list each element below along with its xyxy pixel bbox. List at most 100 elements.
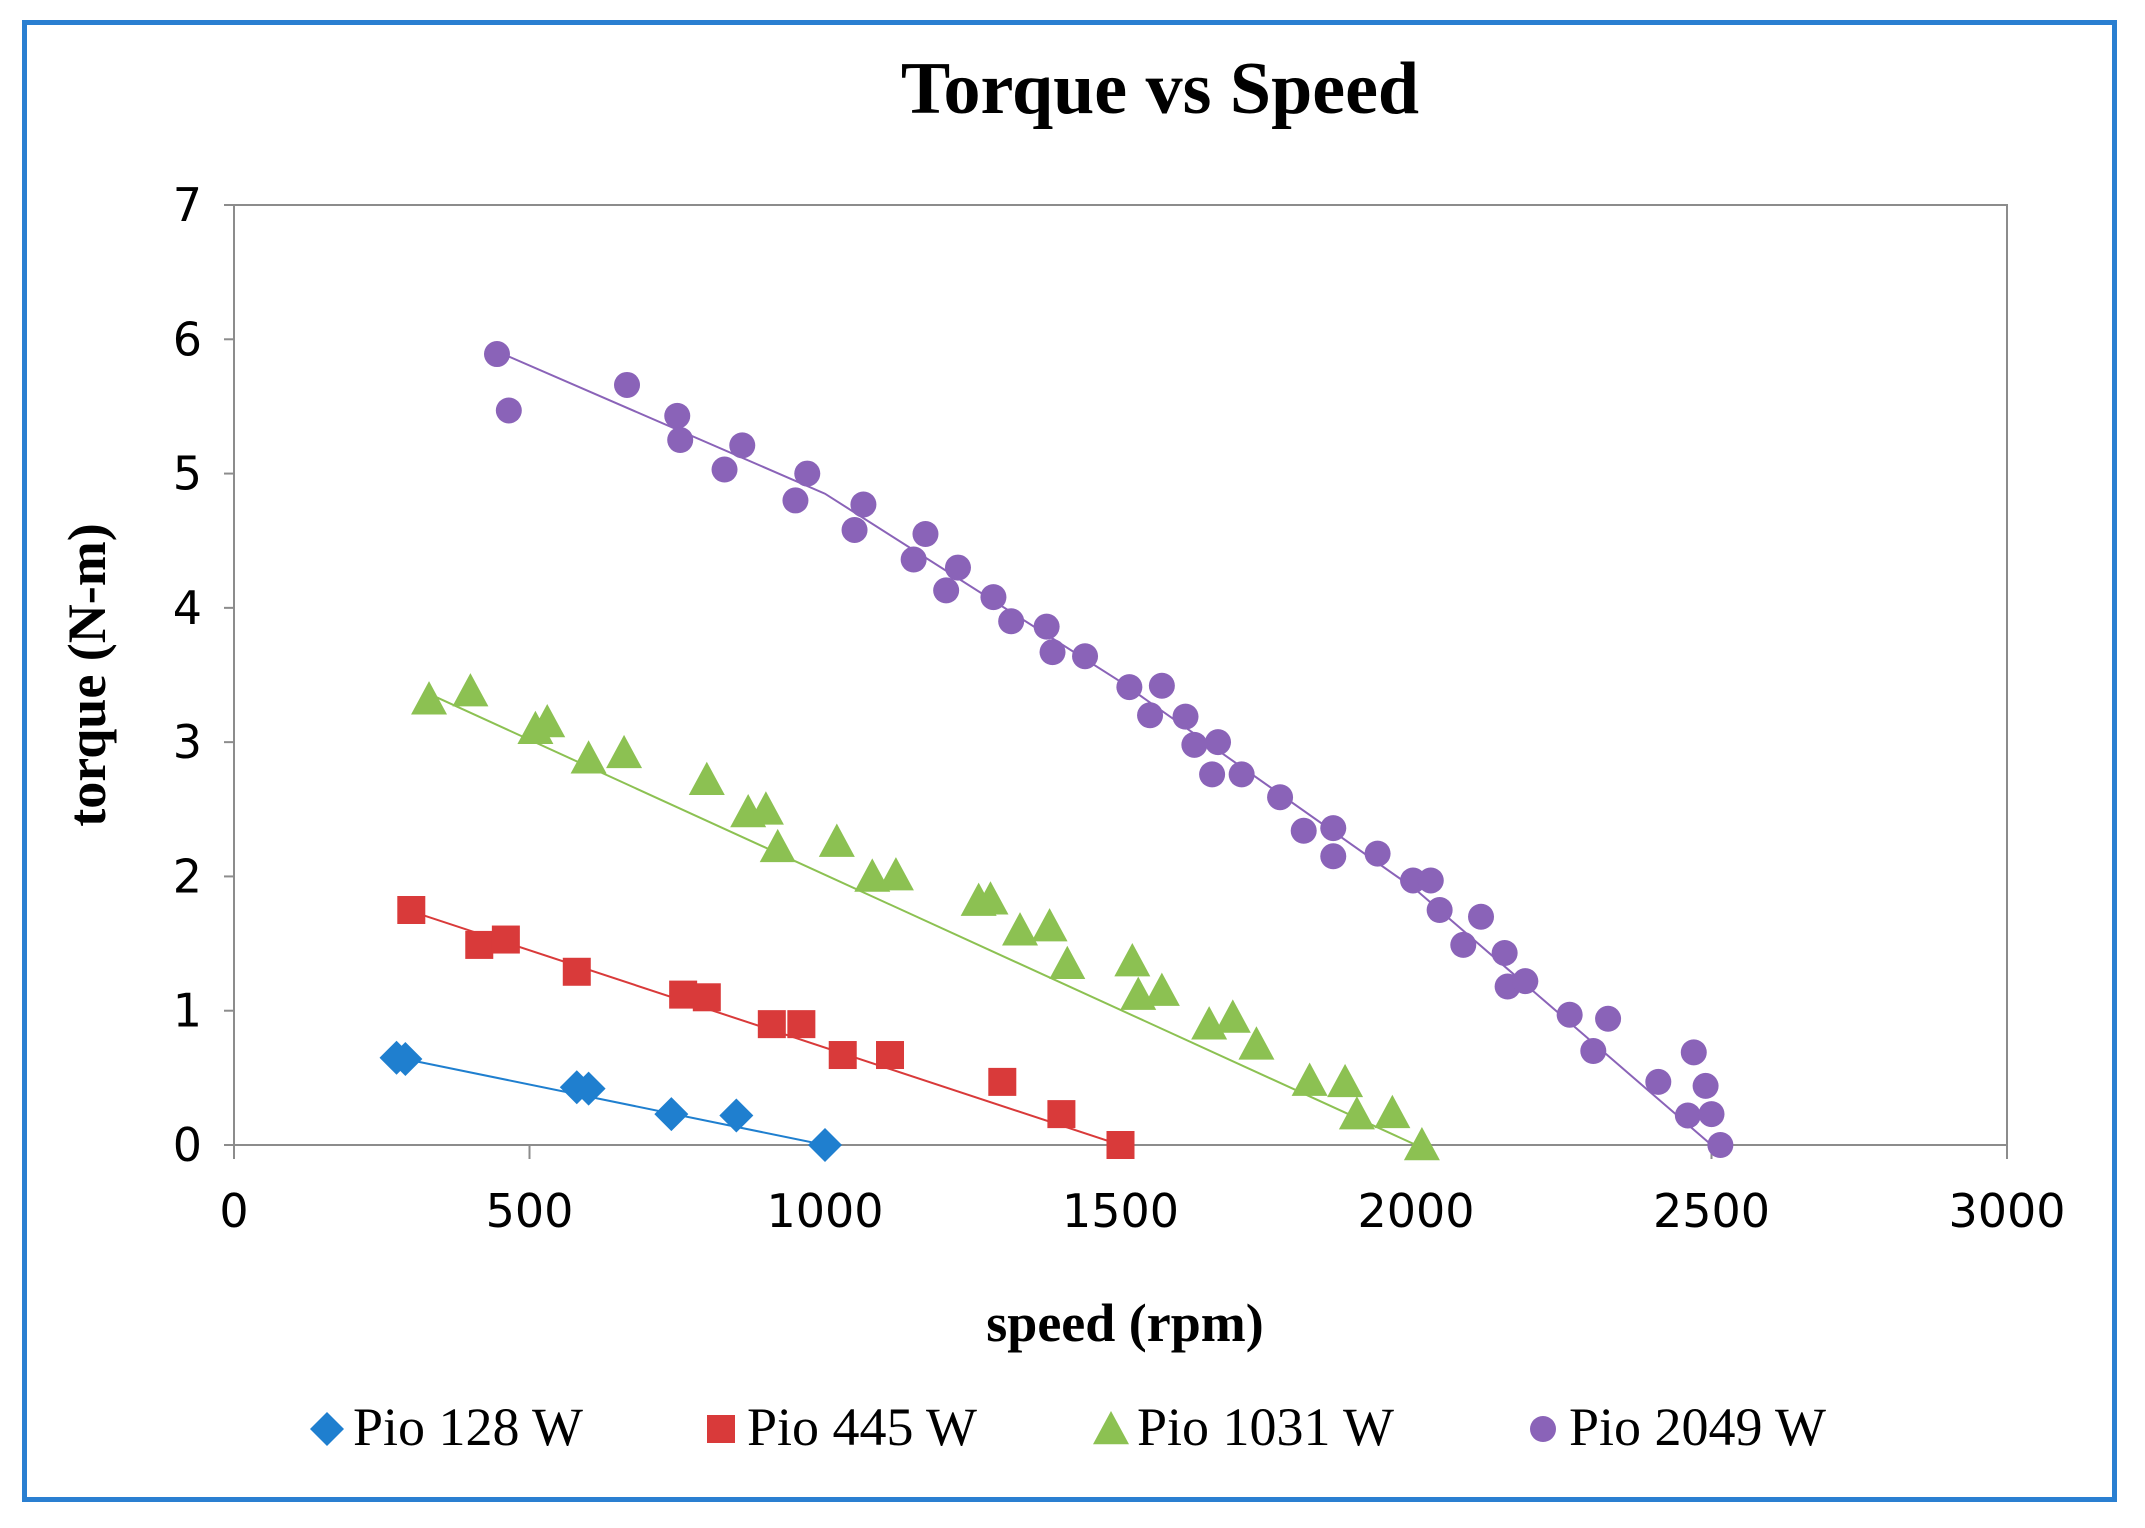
data-point-pio-1031-w [854,858,891,892]
data-point-pio-445-w [397,896,426,924]
chart-frame: Torque vs Speed 0 1 2 3 4 5 6 7 0 500 1000 1500 200… [22,20,2117,1502]
data-point-pio-2049-w [912,521,939,547]
data-point-pio-445-w [1106,1131,1135,1159]
y-axis: 0 1 2 3 4 5 6 7 [173,178,234,1172]
y-tick-label: 3 [173,715,202,769]
data-point-pio-2049-w [1468,903,1495,930]
y-tick-label: 0 [173,1118,202,1172]
y-tick-label: 2 [173,849,202,903]
data-point-pio-2049-w [1417,867,1444,894]
data-point-pio-2049-w [850,491,877,518]
data-point-pio-1031-w [1214,999,1251,1033]
data-point-pio-1031-w [1143,972,1180,1006]
data-point-pio-2049-w [483,341,510,368]
data-point-pio-2049-w [841,516,868,543]
y-tick-label: 5 [173,447,202,501]
data-point-pio-2049-w [1698,1101,1725,1128]
data-point-pio-445-w [787,1010,816,1039]
data-point-pio-2049-w [1072,643,1099,670]
data-point-pio-2049-w [1199,761,1226,788]
data-point-pio-1031-w [759,828,796,863]
data-point-pio-2049-w [782,487,809,514]
data-point-pio-2049-w [1320,815,1347,842]
data-point-pio-2049-w [1320,843,1347,870]
data-point-pio-445-w [465,930,494,959]
data-point-pio-1031-w [688,761,725,796]
legend-marker-pio-445-w [707,1415,735,1443]
data-point-pio-445-w [669,980,698,1009]
data-point-pio-2049-w [1707,1132,1734,1158]
trendline-pio-128-w [405,1058,826,1146]
data-point-pio-1031-w [1374,1094,1411,1129]
legend: Pio 128 W Pio 445 W Pio 1031 W Pio 2049 W [310,1397,1826,1457]
x-tick-label: 3000 [1948,1184,2065,1238]
data-point-pio-1031-w [1002,912,1039,946]
legend-label: Pio 445 W [747,1397,977,1457]
legend-marker-pio-128-w [310,1412,344,1446]
data-point-pio-1031-w [529,704,566,738]
legend-item-pio-2049-w: Pio 2049 W [1530,1397,1826,1457]
x-tick-label: 1500 [1062,1184,1179,1238]
data-markers [379,341,1734,1162]
data-point-pio-1031-w [1403,1127,1440,1161]
data-point-pio-2049-w [1450,931,1477,958]
legend-item-pio-445-w: Pio 445 W [707,1397,977,1457]
data-point-pio-445-w [988,1067,1017,1096]
x-tick-label: 500 [486,1184,574,1238]
series-pio-128-w [379,1040,842,1162]
legend-item-pio-128-w: Pio 128 W [310,1397,583,1457]
data-point-pio-2049-w [1580,1038,1607,1064]
y-tick-label: 7 [173,178,202,232]
data-point-pio-2049-w [495,397,522,424]
data-point-pio-2049-w [1148,672,1175,699]
data-point-pio-128-w [388,1042,423,1077]
data-point-pio-1031-w [747,791,784,825]
data-point-pio-2049-w [900,546,927,573]
legend-label: Pio 1031 W [1137,1397,1394,1457]
chart-title: Torque vs Speed [901,48,1419,130]
legend-marker-pio-2049-w [1530,1416,1556,1442]
data-point-pio-445-w [757,1010,786,1039]
x-tick-label: 1000 [766,1184,883,1238]
data-point-pio-445-w [828,1041,857,1070]
data-point-pio-445-w [562,957,591,986]
data-point-pio-2049-w [1364,840,1391,867]
data-point-pio-2049-w [1645,1068,1672,1095]
data-point-pio-128-w [808,1128,842,1162]
data-point-pio-2049-w [1181,731,1208,758]
plot-area [233,204,2008,1146]
y-tick-label: 6 [173,312,202,366]
data-point-pio-2049-w [1680,1039,1707,1066]
data-point-pio-1031-w [818,823,855,857]
data-point-pio-445-w [876,1041,905,1070]
data-point-pio-2049-w [1595,1005,1622,1032]
x-tick-label: 2500 [1653,1184,1770,1238]
data-point-pio-2049-w [1290,817,1317,844]
data-point-pio-2049-w [1039,639,1066,666]
data-point-pio-1031-w [606,734,643,769]
data-point-pio-2049-w [1205,729,1232,756]
data-point-pio-1031-w [1327,1063,1364,1098]
y-tick-label: 4 [173,581,202,635]
data-point-pio-2049-w [944,554,971,581]
data-point-pio-2049-w [998,608,1025,635]
data-point-pio-2049-w [614,371,641,398]
y-tick-label: 1 [173,984,202,1038]
data-point-pio-2049-w [1267,784,1294,811]
data-point-pio-1031-w [570,740,607,774]
data-point-pio-1031-w [452,673,489,707]
data-point-pio-128-w [654,1097,689,1132]
data-point-pio-2049-w [711,456,738,483]
data-point-pio-2049-w [1692,1072,1719,1099]
data-point-pio-2049-w [1512,968,1539,995]
data-point-pio-1031-w [1114,943,1151,977]
data-point-pio-2049-w [1556,1001,1583,1028]
data-point-pio-2049-w [1491,939,1518,966]
legend-item-pio-1031-w: Pio 1031 W [1093,1397,1394,1457]
data-point-pio-2049-w [729,432,756,459]
data-point-pio-2049-w [1116,674,1143,701]
data-point-pio-2049-w [1426,897,1453,923]
data-point-pio-2049-w [794,460,821,487]
data-point-pio-1031-w [1031,908,1068,942]
data-point-pio-1031-w [1049,945,1086,980]
